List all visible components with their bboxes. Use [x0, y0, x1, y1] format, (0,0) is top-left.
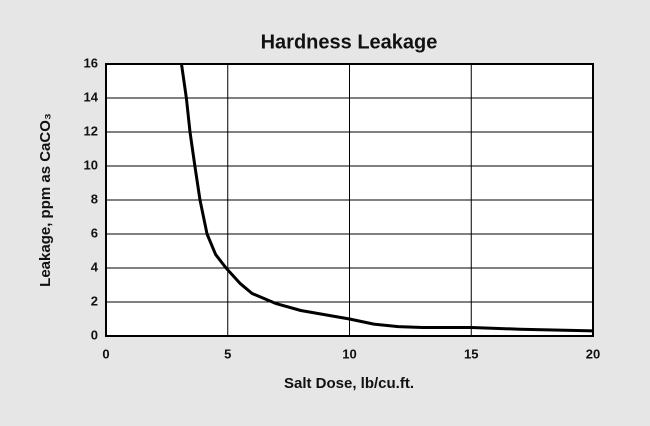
y-axis-label: Leakage, ppm as CaCO₃ — [37, 113, 54, 287]
y-tick-label: 14 — [84, 89, 99, 104]
chart-title: Hardness Leakage — [261, 31, 438, 53]
y-tick-label: 2 — [91, 293, 98, 308]
x-tick-label: 15 — [464, 346, 478, 361]
y-tick-label: 6 — [91, 225, 98, 240]
y-tick-label: 0 — [91, 327, 98, 342]
x-tick-label: 5 — [224, 346, 231, 361]
y-tick-label: 4 — [91, 259, 99, 274]
plot-frame — [105, 63, 594, 337]
x-tick-label: 20 — [586, 346, 600, 361]
data-line — [180, 63, 594, 333]
x-tick-label: 10 — [342, 346, 356, 361]
x-axis-label: Salt Dose, lb/cu.ft. — [284, 375, 414, 392]
y-tick-label: 16 — [84, 55, 98, 70]
y-tick-label: 12 — [84, 123, 98, 138]
y-tick-label: 8 — [91, 191, 98, 206]
y-tick-label: 10 — [84, 157, 98, 172]
x-tick-label: 0 — [102, 346, 109, 361]
